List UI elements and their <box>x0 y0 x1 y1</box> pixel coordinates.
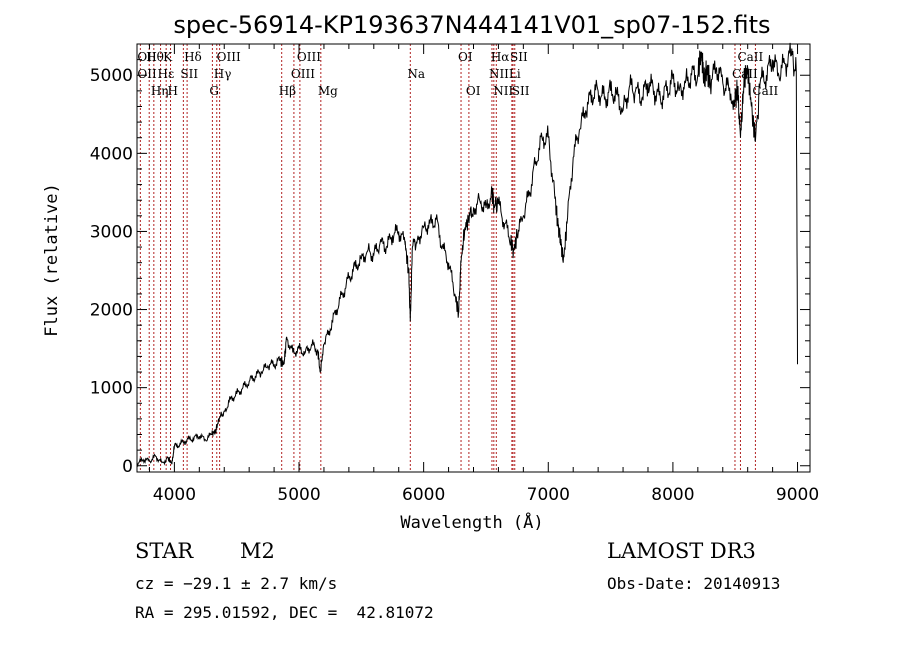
x-tick-label: 7000 <box>527 485 570 505</box>
plot-frame <box>136 43 811 473</box>
x-tick-label: 4000 <box>153 485 196 505</box>
line-label: SII <box>512 84 530 98</box>
x-tick-label: 5000 <box>277 485 320 505</box>
x-tick-label: 8000 <box>651 485 694 505</box>
line-label: Hδ <box>184 50 202 64</box>
y-tick-label: 4000 <box>90 144 133 164</box>
object-subclass: M2 <box>240 539 275 563</box>
line-label: NII <box>493 84 513 98</box>
line-label: SII <box>180 67 198 81</box>
line-label: OIII <box>217 50 241 64</box>
line-label: SII <box>510 50 528 64</box>
y-tick-label: 2000 <box>90 301 133 321</box>
redshift-velocity: cz = −29.1 ± 2.7 km/s <box>135 574 338 593</box>
line-label: OII <box>137 50 157 64</box>
line-label: Mg <box>318 84 338 98</box>
y-axis-label: Flux (relative) <box>42 183 62 337</box>
spectral-line-markers <box>139 44 756 472</box>
survey-name: LAMOST DR3 <box>607 539 756 563</box>
line-label: Hα <box>491 50 510 64</box>
y-tick-label: 5000 <box>90 66 133 86</box>
y-tick-label: 1000 <box>90 379 133 399</box>
line-label: OIII <box>297 50 321 64</box>
line-label: Li <box>509 67 521 81</box>
y-axis: 0 1000 2000 3000 4000 5000 <box>90 59 810 477</box>
line-label: NII <box>489 67 509 81</box>
line-label: OI <box>466 84 481 98</box>
y-tick-label: 3000 <box>90 222 133 242</box>
chart-title: spec-56914-KP193637N444141V01_sp07-152.f… <box>173 11 770 39</box>
line-label: Na <box>407 67 425 81</box>
line-label: Hθ <box>146 50 164 64</box>
line-label: Hη <box>151 84 169 98</box>
x-tick-label: 9000 <box>776 485 819 505</box>
spectrum-line <box>136 42 798 467</box>
line-label: OIII <box>291 67 315 81</box>
line-label: Hε <box>158 67 175 81</box>
x-axis: 4000 5000 6000 7000 8000 9000 <box>148 44 819 505</box>
x-tick-label: 6000 <box>402 485 445 505</box>
observation-date: Obs-Date: 20140913 <box>607 574 781 593</box>
line-label: K <box>163 50 173 64</box>
x-axis-label: Wavelength (Å) <box>400 511 543 533</box>
line-label: OII <box>137 67 157 81</box>
line-label: Hβ <box>279 84 296 98</box>
line-label: Hγ <box>214 67 232 81</box>
line-label: G <box>209 84 219 98</box>
coordinates: RA = 295.01592, DEC = 42.81072 <box>135 603 434 622</box>
line-label: OI <box>458 50 473 64</box>
line-label: H <box>168 84 178 98</box>
y-tick-label: 0 <box>122 457 133 477</box>
object-class: STAR <box>135 539 194 563</box>
line-label: CaII <box>737 50 763 64</box>
